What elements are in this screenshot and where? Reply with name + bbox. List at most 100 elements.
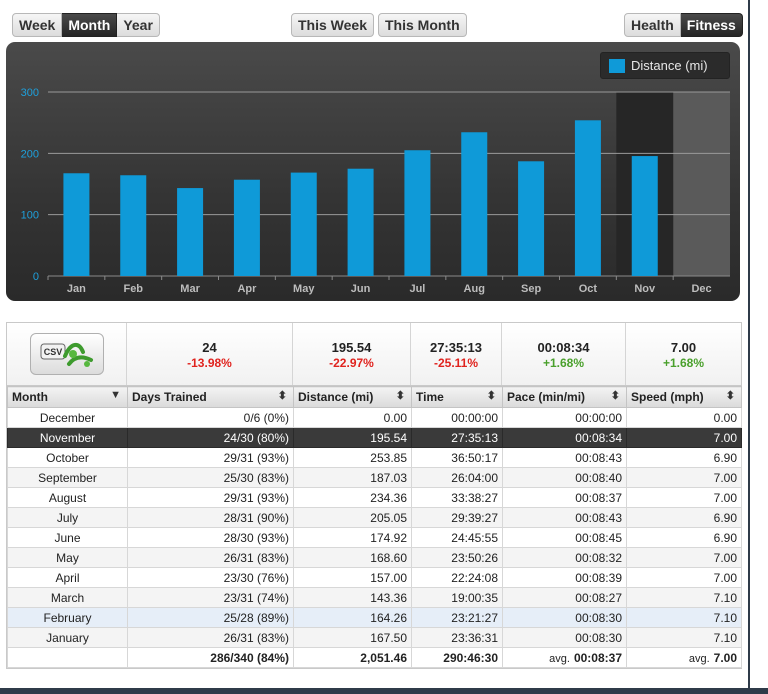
cell-pace: 00:08:43 <box>502 507 627 528</box>
cell-days: 23/30 (76%) <box>127 567 294 588</box>
table-row[interactable]: April 23/30 (76%) 157.00 22:24:08 00:08:39 7.… <box>7 567 742 588</box>
chart-bar <box>574 120 601 277</box>
column-header-month[interactable]: Month ▼ <box>7 386 128 408</box>
cell-time: 23:21:27 <box>411 607 503 628</box>
summary-days: 24 -13.98% <box>127 323 293 385</box>
cell-days: 29/31 (93%) <box>127 447 294 468</box>
cell-month: July <box>7 507 128 528</box>
chart-x-tick-label: Dec <box>691 283 711 295</box>
cell-pace: 00:00:00 <box>502 407 627 428</box>
table-row[interactable]: December 0/6 (0%) 0.00 00:00:00 00:00:00 0.00 <box>7 407 742 428</box>
summary-time: 27:35:13 -25.11% <box>411 323 502 385</box>
tab-fitness[interactable]: Fitness <box>680 13 743 37</box>
cell-days: 26/31 (83%) <box>127 547 294 568</box>
cell-speed: 7.00 <box>626 427 742 448</box>
cell-distance: 168.60 <box>293 547 412 568</box>
cell-speed: 7.10 <box>626 627 742 648</box>
chart-x-tick-label: May <box>293 283 315 295</box>
chart-x-tick-label: Feb <box>123 283 143 295</box>
chart-x-tick-label: Jan <box>67 283 86 295</box>
table-row[interactable]: March 23/31 (74%) 143.36 19:00:35 00:08:27 7.… <box>7 587 742 608</box>
totals-days: 286/340 (84%) <box>127 647 294 668</box>
sort-both-icon: ⬍ <box>725 390 735 402</box>
tab-year[interactable]: Year <box>117 13 160 37</box>
table-row[interactable]: August 29/31 (93%) 234.36 33:38:27 00:08:37 7… <box>7 487 742 508</box>
cell-time: 26:04:00 <box>411 467 503 488</box>
cell-month: March <box>7 587 128 608</box>
column-header-time[interactable]: Time ⬍ <box>411 386 503 408</box>
summary-speed: 7.00 +1.68% <box>626 323 741 385</box>
cell-time: 33:38:27 <box>411 487 503 508</box>
cell-time: 23:50:26 <box>411 547 503 568</box>
sort-both-icon: ⬍ <box>277 390 287 402</box>
cell-month: October <box>7 447 128 468</box>
cell-distance: 0.00 <box>293 407 412 428</box>
totals-label <box>7 647 128 668</box>
sort-both-icon: ⬍ <box>486 390 496 402</box>
chart-bar <box>461 132 488 276</box>
cell-time: 29:39:27 <box>411 507 503 528</box>
summary-pace-change: +1.68% <box>542 356 585 370</box>
cell-pace: 00:08:40 <box>502 467 627 488</box>
chart-x-tick-label: Sep <box>521 283 541 295</box>
table-row[interactable]: September 25/30 (83%) 187.03 26:04:00 00:08:… <box>7 467 742 488</box>
cell-month: September <box>7 467 128 488</box>
chart-y-tick-label: 100 <box>21 210 39 222</box>
column-header-days[interactable]: Days Trained ⬍ <box>127 386 294 408</box>
sort-both-icon: ⬍ <box>610 390 620 402</box>
cell-time: 24:45:55 <box>411 527 503 548</box>
this-week-button[interactable]: This Week <box>291 13 374 37</box>
cell-time: 27:35:13 <box>411 427 503 448</box>
table-row[interactable]: January 26/31 (83%) 167.50 23:36:31 00:08:30… <box>7 627 742 648</box>
tab-health[interactable]: Health <box>624 13 681 37</box>
chart-legend[interactable]: Distance (mi) <box>600 52 730 79</box>
cell-month: June <box>7 527 128 548</box>
table-row[interactable]: November 24/30 (80%) 195.54 27:35:13 00:08:3… <box>7 427 742 448</box>
cell-pace: 00:08:45 <box>502 527 627 548</box>
cell-pace: 00:08:37 <box>502 487 627 508</box>
totals-time: 290:46:30 <box>411 647 503 668</box>
cell-month: April <box>7 567 128 588</box>
chart-x-tick-label: Aug <box>464 283 485 295</box>
cell-speed: 7.10 <box>626 607 742 628</box>
column-header-pace[interactable]: Pace (min/mi) ⬍ <box>502 386 627 408</box>
chart-x-tick-label: Oct <box>579 283 598 295</box>
cell-days: 0/6 (0%) <box>127 407 294 428</box>
cell-pace: 00:08:39 <box>502 567 627 588</box>
cell-speed: 6.90 <box>626 507 742 528</box>
cell-speed: 7.00 <box>626 567 742 588</box>
tab-week[interactable]: Week <box>12 13 63 37</box>
table-row[interactable]: May 26/31 (83%) 168.60 23:50:26 00:08:32 7.00 <box>7 547 742 568</box>
chart-bar <box>233 179 260 276</box>
column-header-distance[interactable]: Distance (mi) ⬍ <box>293 386 412 408</box>
table-row[interactable]: October 29/31 (93%) 253.85 36:50:17 00:08:43… <box>7 447 742 468</box>
category-toggle: Health Fitness <box>624 13 743 37</box>
table-row[interactable]: June 28/30 (93%) 174.92 24:45:55 00:08:45 6.9… <box>7 527 742 548</box>
legend-label: Distance (mi) <box>631 58 708 73</box>
table-header-row: Month ▼ Days Trained ⬍ Distance (mi) ⬍ Time… <box>7 386 742 408</box>
chart-bar <box>63 173 90 276</box>
monthly-table: Month ▼ Days Trained ⬍ Distance (mi) ⬍ Time… <box>7 386 742 668</box>
cell-days: 23/31 (74%) <box>127 587 294 608</box>
cell-speed: 7.10 <box>626 587 742 608</box>
cell-speed: 6.90 <box>626 447 742 468</box>
column-header-speed[interactable]: Speed (mph) ⬍ <box>626 386 742 408</box>
chart-y-tick-label: 300 <box>21 87 39 99</box>
cell-pace: 00:08:43 <box>502 447 627 468</box>
this-month-button[interactable]: This Month <box>378 13 467 37</box>
cell-time: 19:00:35 <box>411 587 503 608</box>
cell-days: 29/31 (93%) <box>127 487 294 508</box>
csv-icon: CSV <box>40 343 93 367</box>
table-row[interactable]: February 25/28 (89%) 164.26 23:21:27 00:08:3… <box>7 607 742 628</box>
cell-pace: 00:08:30 <box>502 627 627 648</box>
chart-x-tick-label: Jun <box>351 283 371 295</box>
chart-future-band <box>673 92 730 276</box>
cell-distance: 187.03 <box>293 467 412 488</box>
tab-month[interactable]: Month <box>62 13 118 37</box>
csv-export-button[interactable]: CSV <box>29 333 104 375</box>
table-row[interactable]: July 28/31 (90%) 205.05 29:39:27 00:08:43 6.9… <box>7 507 742 528</box>
cell-speed: 7.00 <box>626 487 742 508</box>
summary-row: CSV 24 -13.98% 195.54 -22.97% 27:35:13 -… <box>7 323 741 386</box>
csv-icon-label: CSV <box>43 347 62 357</box>
cell-distance: 164.26 <box>293 607 412 628</box>
